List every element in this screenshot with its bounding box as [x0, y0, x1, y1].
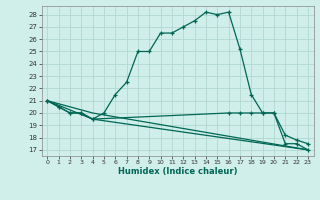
- X-axis label: Humidex (Indice chaleur): Humidex (Indice chaleur): [118, 167, 237, 176]
